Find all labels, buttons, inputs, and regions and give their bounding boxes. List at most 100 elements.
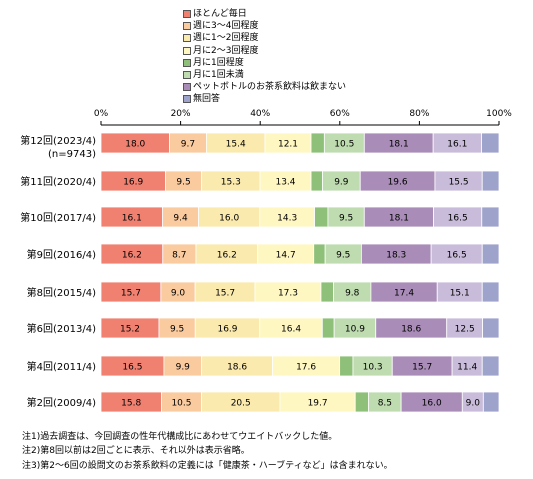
category-label: 第4回(2011/4) <box>27 360 96 373</box>
data-label: 11.4 <box>457 363 477 373</box>
legend-swatch <box>183 22 191 31</box>
data-label: 9.0 <box>171 289 186 299</box>
bar-segment <box>339 355 354 377</box>
data-label: 16.9 <box>217 325 237 335</box>
legend-swatch <box>183 95 191 104</box>
data-label: 9.7 <box>181 140 195 150</box>
category-label: 第2回(2009/4) <box>27 396 96 409</box>
data-label: 14.7 <box>276 251 296 261</box>
category-label: 第6回(2013/4) <box>27 322 96 335</box>
data-label: 10.9 <box>345 325 365 335</box>
legend-swatch <box>183 46 191 55</box>
legend-label: ほとんど毎日 <box>193 9 247 19</box>
bar-segment <box>481 170 500 192</box>
footnote: 注2)第8回以前は2回ごとに表示、それ以外は表示省略。 <box>22 446 250 457</box>
legend-swatch <box>183 10 191 19</box>
data-label: 17.3 <box>278 289 298 299</box>
x-tick-label: 100% <box>486 109 512 119</box>
legend-swatch <box>183 34 191 43</box>
data-label: 19.6 <box>388 178 408 188</box>
bar-segment <box>310 170 323 192</box>
footnotes: 注1)過去調査は、今回調査の性年代構成比にあわせてウエイトバックした値。 注2)… <box>22 430 393 473</box>
legend-swatch <box>183 83 191 92</box>
legend-item: 月に1回程度 <box>183 57 346 69</box>
data-label: 10.5 <box>334 140 354 150</box>
legend-label: ペットボトルのお茶系飲料は飲まない <box>193 82 347 93</box>
category-label: 第12回(2023/4) <box>20 134 96 147</box>
data-label: 18.6 <box>401 325 421 335</box>
x-tick-label: 80% <box>409 109 429 119</box>
data-label: 16.9 <box>123 178 143 188</box>
footnote: 注1)過去調査は、今回調査の性年代構成比にあわせてウエイトバックした値。 <box>22 432 338 442</box>
data-label: 16.5 <box>448 214 468 224</box>
data-label: 18.0 <box>125 140 145 150</box>
legend-label: 無回答 <box>193 94 221 105</box>
footnote: 注3)第2～6回の設問文のお茶系飲料の定義には「健康茶・ハーブティなど」は含まれ… <box>22 460 393 471</box>
data-label: 9.9 <box>176 363 191 373</box>
data-label: 15.1 <box>450 289 470 299</box>
data-label: 12.1 <box>278 140 298 150</box>
data-label: 18.3 <box>386 251 406 261</box>
bar-segment <box>313 243 326 265</box>
legend-item: 月に2～3回程度 <box>183 45 346 57</box>
data-label: 9.5 <box>336 251 350 261</box>
data-label: 12.5 <box>455 325 475 335</box>
bar-segment <box>320 281 334 303</box>
legend-item: 週に1～2回程度 <box>183 32 346 44</box>
category-label: 第8回(2015/4) <box>27 286 96 299</box>
bar-segment <box>481 206 500 228</box>
data-label: 18.6 <box>227 363 247 373</box>
data-label: 9.9 <box>334 178 349 188</box>
data-label: 15.2 <box>120 325 140 335</box>
data-label: 9.0 <box>466 399 481 409</box>
category-label: 第11回(2020/4) <box>20 175 96 188</box>
x-tick-label: 40% <box>250 109 270 119</box>
legend-label: 月に1回未満 <box>193 69 244 80</box>
data-label: 15.7 <box>215 289 235 299</box>
data-label: 16.0 <box>422 399 442 409</box>
bar-segment <box>321 317 335 339</box>
bar-segment <box>482 317 500 339</box>
x-axis: 0% 20% 40% 60% 80% 100% <box>94 109 512 126</box>
data-label: 15.7 <box>121 289 141 299</box>
data-label: 15.3 <box>221 178 241 188</box>
data-label: 15.5 <box>449 178 469 188</box>
x-tick-label: 20% <box>171 109 191 119</box>
bars <box>100 132 500 413</box>
data-label: 18.1 <box>389 140 409 150</box>
data-label: 16.1 <box>447 140 467 150</box>
legend-item: ペットボトルのお茶系飲料は飲まない <box>183 81 346 93</box>
data-label: 17.6 <box>296 363 316 373</box>
legend-item: 無回答 <box>183 93 346 105</box>
data-label: 19.7 <box>308 399 328 409</box>
category-labels: 第12回(2023/4) (n=9743) 第11回(2020/4) 第10回(201… <box>20 134 96 409</box>
legend: ほとんど毎日 週に3～4回程度 週に1～2回程度 月に2～3回程度 月に1回程度… <box>183 8 346 106</box>
category-label: 第10回(2017/4) <box>20 211 96 224</box>
legend-swatch <box>183 71 191 80</box>
data-label: 16.1 <box>122 214 142 224</box>
data-label: 9.8 <box>345 289 360 299</box>
data-label: 16.4 <box>281 325 301 335</box>
legend-label: 週に3～4回程度 <box>193 21 259 32</box>
category-label: 第9回(2016/4) <box>27 248 96 261</box>
data-label: 15.4 <box>226 140 246 150</box>
data-label: 9.5 <box>339 214 353 224</box>
data-label: 17.4 <box>394 289 414 299</box>
data-label: 14.3 <box>277 214 297 224</box>
x-tick-label: 60% <box>330 109 350 119</box>
legend-label: 月に2～3回程度 <box>193 45 259 56</box>
data-label: 9.4 <box>173 214 188 224</box>
legend-label: 月に1回程度 <box>193 57 244 68</box>
data-label: 16.5 <box>447 251 467 261</box>
data-label: 16.0 <box>219 214 239 224</box>
legend-label: 週に1～2回程度 <box>193 33 259 44</box>
data-label: 15.8 <box>121 399 141 409</box>
data-label: 10.3 <box>363 363 383 373</box>
data-labels: 18.0 9.7 15.4 12.1 10.5 18.1 16.1 16.9 9.5 15.3 13… <box>120 140 480 409</box>
data-label: 16.2 <box>217 251 237 261</box>
data-label: 8.7 <box>172 251 186 261</box>
bar-segment <box>481 132 500 154</box>
data-label: 16.2 <box>122 251 142 261</box>
bar-segment <box>354 391 370 413</box>
